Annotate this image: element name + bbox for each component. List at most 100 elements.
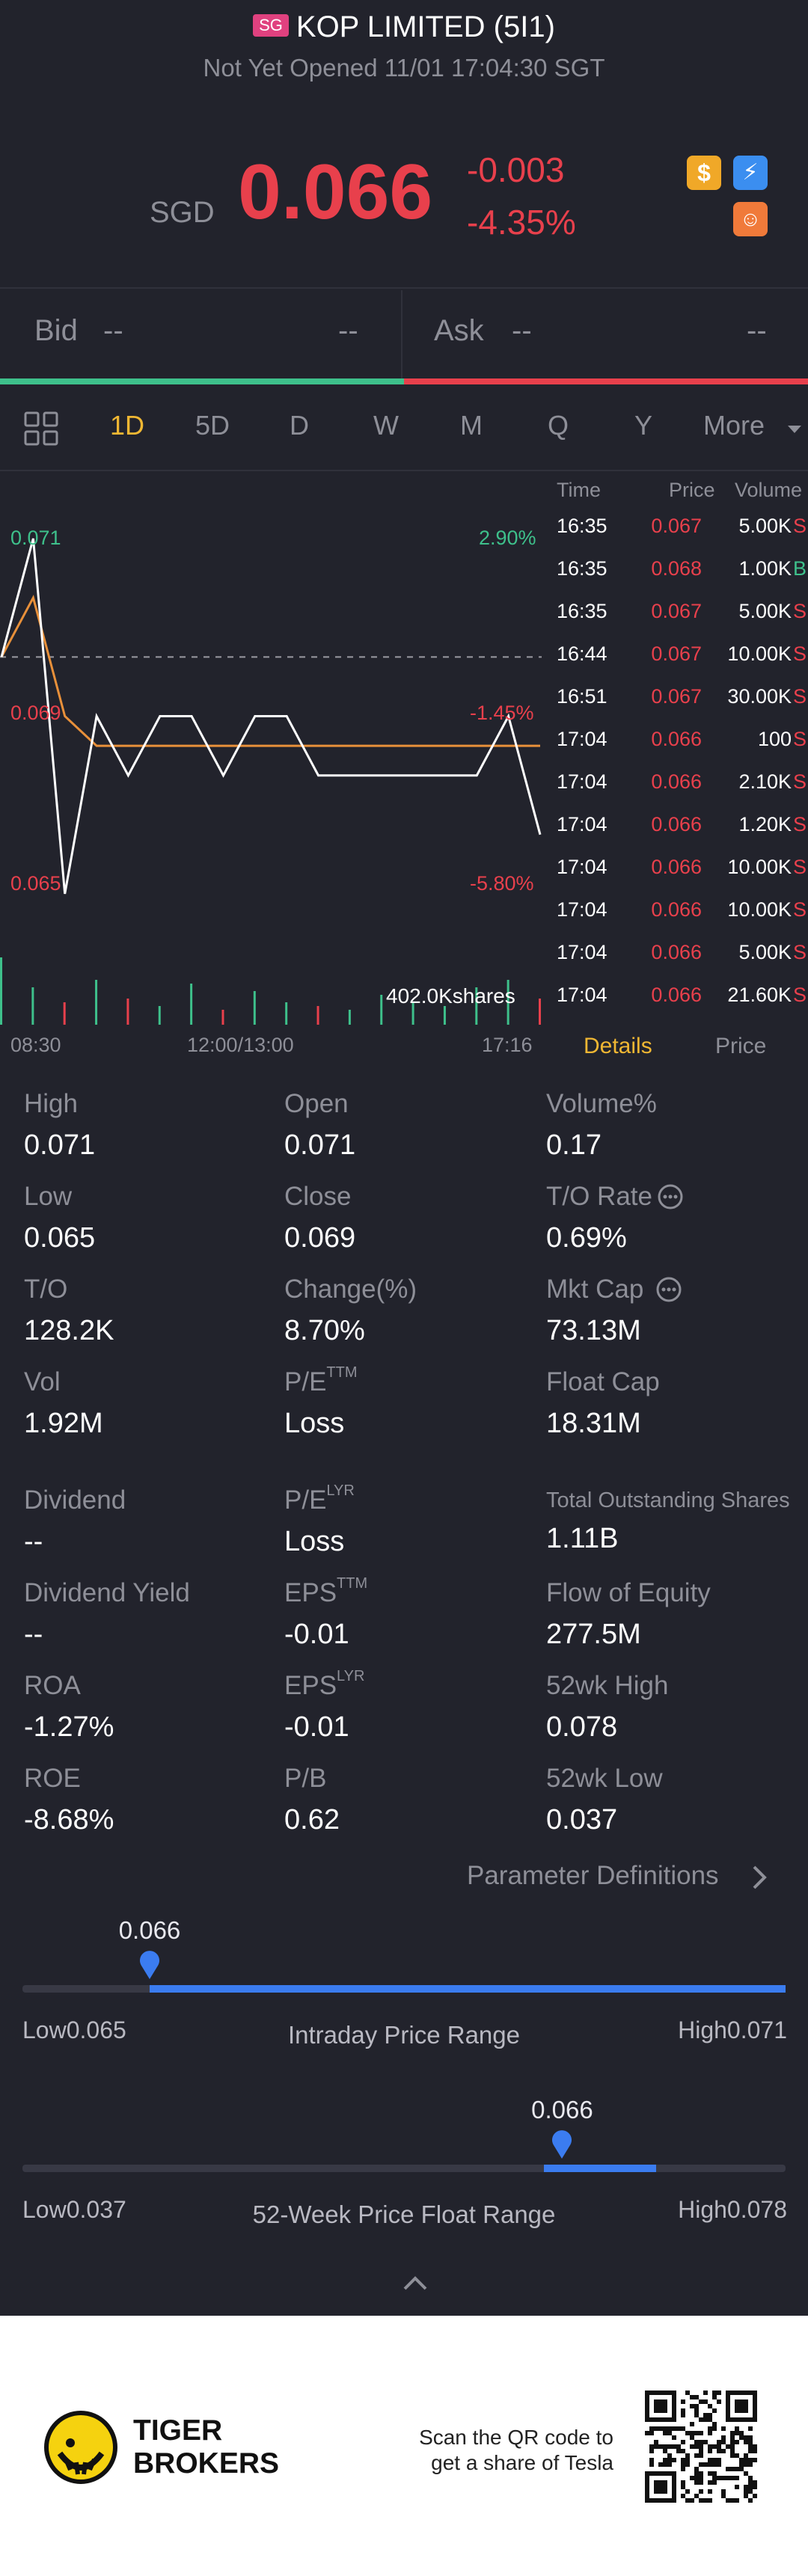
high-value: 0.071 bbox=[24, 1129, 96, 1161]
trade-price: 0.066 bbox=[651, 898, 702, 921]
chevron-right-icon[interactable] bbox=[748, 1862, 771, 1896]
trade-side: S bbox=[793, 813, 807, 835]
ask-price: -- bbox=[512, 314, 532, 347]
tab-m[interactable]: M bbox=[460, 410, 483, 441]
ask-size: -- bbox=[747, 314, 767, 347]
change-pct-value: 8.70% bbox=[284, 1315, 365, 1346]
price-label-top: 0.071 bbox=[10, 527, 61, 549]
pe-ttm-value: Loss bbox=[284, 1408, 345, 1439]
trade-time: 16:35 bbox=[557, 600, 607, 622]
brand-line2: BROKERS bbox=[133, 2447, 280, 2480]
volume-label: 402.0Kshares bbox=[386, 984, 515, 1008]
trade-price: 0.066 bbox=[651, 856, 702, 878]
week52-high-label: High0.078 bbox=[678, 2196, 787, 2223]
dollar-icon[interactable]: $ bbox=[687, 156, 721, 190]
volume-pct-label: Volume% bbox=[546, 1089, 657, 1118]
trade-row: 17:04 0.066 10.00K S bbox=[554, 856, 808, 898]
volume-bar bbox=[95, 980, 98, 1025]
parameter-definitions-link[interactable]: Parameter Definitions bbox=[467, 1861, 719, 1890]
last-price: 0.066 bbox=[238, 149, 433, 236]
float-cap-label: Float Cap bbox=[546, 1367, 660, 1396]
trade-side: S bbox=[793, 685, 807, 708]
high-label: High bbox=[24, 1089, 78, 1118]
volume-bar bbox=[380, 995, 383, 1025]
eps-lyr-value: -0.01 bbox=[284, 1711, 349, 1743]
pe-lyr-label: P/ELYR bbox=[284, 1482, 355, 1515]
trade-volume: 5.00K bbox=[738, 941, 792, 963]
price-label-bottom: 0.065 bbox=[10, 872, 61, 895]
trade-volume: 21.60K bbox=[727, 984, 792, 1006]
volume-bar bbox=[221, 1010, 224, 1025]
total-shares-value: 1.11B bbox=[546, 1523, 619, 1554]
trade-row: 16:35 0.067 5.00K S bbox=[554, 515, 808, 557]
trade-price: 0.068 bbox=[651, 557, 702, 580]
intraday-chart[interactable] bbox=[0, 471, 551, 1055]
low-label: Low bbox=[24, 1182, 73, 1211]
mkt-cap-label: Mkt Cap bbox=[546, 1275, 644, 1304]
volume-bar bbox=[443, 1006, 446, 1025]
tab-y[interactable]: Y bbox=[634, 410, 652, 441]
intraday-low-label: Low0.065 bbox=[22, 2017, 126, 2043]
tab-d[interactable]: D bbox=[290, 410, 309, 441]
grid-layout-icon[interactable] bbox=[24, 411, 58, 446]
trades-panel[interactable]: Time Price Volume 16:35 0.067 5.00K S 16:35 0… bbox=[554, 471, 808, 1010]
chevron-up-icon[interactable] bbox=[401, 2274, 429, 2296]
tab-more[interactable]: More bbox=[703, 410, 765, 441]
trade-row: 17:04 0.066 10.00K S bbox=[554, 898, 808, 941]
change-pct-label: Change(%) bbox=[284, 1275, 417, 1304]
trade-price: 0.067 bbox=[651, 515, 702, 537]
average-price-line bbox=[0, 595, 540, 747]
trade-side: S bbox=[793, 856, 807, 878]
trade-price: 0.066 bbox=[651, 813, 702, 835]
qr-caption-line2: get a share of Tesla bbox=[431, 2451, 613, 2474]
volume-bars bbox=[0, 957, 541, 1025]
wk52-low-value: 0.037 bbox=[546, 1804, 618, 1836]
chevron-down-icon[interactable] bbox=[786, 420, 804, 442]
period-tabs: 1D 5D D W M Q Y More bbox=[0, 410, 808, 447]
more-info-icon[interactable] bbox=[657, 1183, 684, 1214]
time-label-start: 08:30 bbox=[10, 1034, 61, 1056]
to-rate-label: T/O Rate bbox=[546, 1182, 652, 1211]
mkt-cap-value: 73.13M bbox=[546, 1315, 641, 1346]
trade-time: 17:04 bbox=[557, 898, 607, 921]
location-pin-icon bbox=[552, 2130, 572, 2159]
tab-5d[interactable]: 5D bbox=[195, 410, 230, 441]
trade-time: 16:35 bbox=[557, 557, 607, 580]
low-value: 0.065 bbox=[24, 1222, 96, 1254]
lightning-icon[interactable]: ⚡ bbox=[733, 156, 768, 190]
volume-bar bbox=[31, 987, 34, 1025]
volume-bar bbox=[63, 1002, 66, 1025]
eps-ttm-label: EPSTTM bbox=[284, 1575, 368, 1607]
total-shares-label: Total Outstanding Shares bbox=[546, 1488, 790, 1512]
bid-size: -- bbox=[338, 314, 358, 347]
bid-bar bbox=[0, 378, 404, 384]
trade-volume: 10.00K bbox=[727, 898, 792, 921]
tab-price[interactable]: Price bbox=[715, 1034, 767, 1058]
volume-bar bbox=[285, 1002, 288, 1025]
tab-q[interactable]: Q bbox=[547, 410, 569, 441]
trade-row: 17:04 0.066 2.10K S bbox=[554, 770, 808, 813]
wk52-high-value: 0.078 bbox=[546, 1711, 618, 1743]
trade-price: 0.066 bbox=[651, 770, 702, 793]
trade-row: 16:35 0.068 1.00K B bbox=[554, 557, 808, 600]
market-status: Not Yet Opened 11/01 17:04:30 SGT bbox=[203, 54, 605, 82]
trade-time: 17:04 bbox=[557, 770, 607, 793]
tab-details[interactable]: Details bbox=[584, 1034, 652, 1058]
chat-icon[interactable]: ☺ bbox=[733, 202, 768, 236]
price-line bbox=[0, 538, 542, 895]
currency-label: SGD bbox=[150, 196, 215, 229]
tab-1d[interactable]: 1D bbox=[109, 410, 145, 441]
trades-header-volume: Volume bbox=[735, 479, 803, 501]
trade-row: 16:51 0.067 30.00K S bbox=[554, 685, 808, 728]
intraday-range: 0.066 Low0.065 Intraday Price Range High… bbox=[0, 1912, 808, 2049]
tab-w[interactable]: W bbox=[373, 410, 399, 441]
more-info-icon[interactable] bbox=[655, 1276, 682, 1307]
trade-row: 17:04 0.066 21.60K S bbox=[554, 984, 808, 1026]
close-value: 0.069 bbox=[284, 1222, 356, 1254]
tiger-logo-icon bbox=[44, 2411, 117, 2484]
share-footer: TIGER BROKERS Scan the QR code to get a … bbox=[0, 2316, 808, 2576]
volume-bar bbox=[539, 999, 541, 1025]
pe-ttm-label: P/ETTM bbox=[284, 1364, 358, 1396]
trade-side: S bbox=[793, 898, 807, 921]
ask-bar bbox=[404, 378, 808, 384]
